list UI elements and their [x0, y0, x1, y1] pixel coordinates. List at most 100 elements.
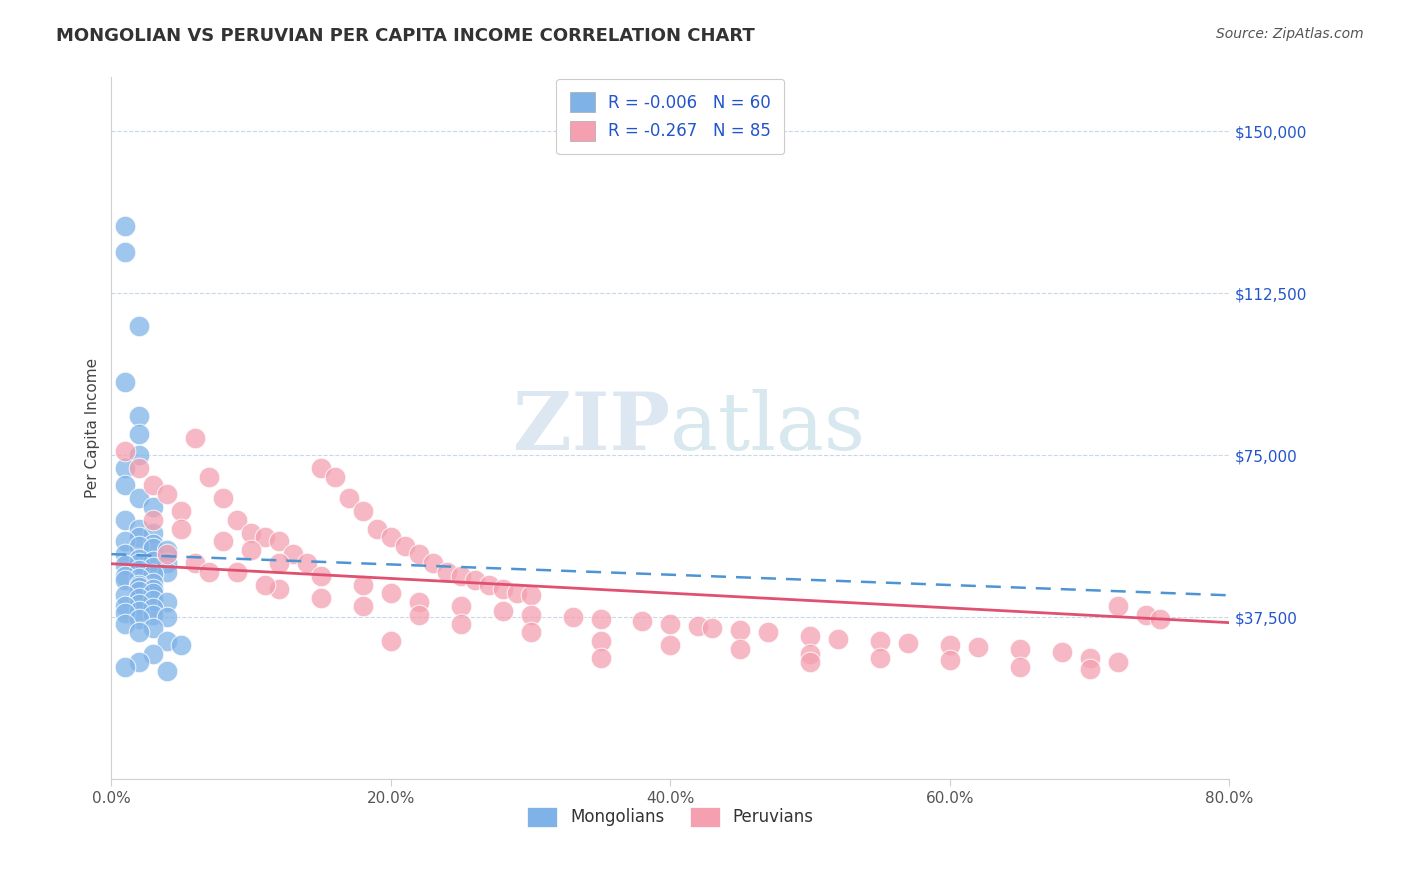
Point [142, 513, 165, 527]
Point [394, 539, 416, 553]
Point [114, 219, 136, 234]
Point [142, 560, 165, 574]
Point [254, 577, 277, 591]
Point [505, 586, 527, 600]
Point [589, 633, 612, 648]
Point [1078, 651, 1101, 665]
Point [295, 556, 318, 570]
Point [827, 632, 849, 646]
Point [198, 469, 221, 483]
Point [1078, 662, 1101, 676]
Text: atlas: atlas [671, 389, 866, 467]
Point [128, 530, 150, 544]
Point [939, 653, 962, 667]
Point [142, 500, 165, 514]
Point [1050, 644, 1073, 658]
Point [156, 664, 179, 678]
Point [142, 554, 165, 568]
Point [519, 589, 541, 603]
Point [1107, 599, 1129, 614]
Point [478, 577, 501, 591]
Point [966, 640, 988, 655]
Point [352, 577, 374, 591]
Point [492, 582, 515, 596]
Point [269, 582, 291, 596]
Point [939, 638, 962, 652]
Point [281, 548, 304, 562]
Point [114, 478, 136, 492]
Point [1135, 607, 1157, 622]
Point [114, 513, 136, 527]
Point [254, 530, 277, 544]
Point [450, 616, 472, 631]
Point [128, 448, 150, 462]
Point [1149, 612, 1171, 626]
Point [156, 548, 179, 562]
Text: MONGOLIAN VS PERUVIAN PER CAPITA INCOME CORRELATION CHART: MONGOLIAN VS PERUVIAN PER CAPITA INCOME … [56, 27, 755, 45]
Point [128, 612, 150, 626]
Point [450, 599, 472, 614]
Point [142, 592, 165, 607]
Point [114, 589, 136, 603]
Point [114, 245, 136, 260]
Point [380, 586, 402, 600]
Point [128, 318, 150, 333]
Text: ZIP: ZIP [513, 389, 671, 467]
Point [309, 591, 332, 605]
Point [184, 431, 207, 445]
Point [422, 556, 444, 570]
Point [114, 616, 136, 631]
Point [897, 636, 920, 650]
Point [561, 610, 583, 624]
Point [128, 571, 150, 585]
Point [269, 534, 291, 549]
Point [156, 556, 179, 570]
Point [128, 522, 150, 536]
Point [240, 525, 263, 540]
Legend: Mongolians, Peruvians: Mongolians, Peruvians [520, 800, 821, 834]
Point [114, 443, 136, 458]
Point [380, 633, 402, 648]
Point [869, 651, 891, 665]
Point [1107, 656, 1129, 670]
Point [352, 504, 374, 518]
Point [128, 426, 150, 441]
Point [688, 618, 710, 632]
Point [142, 621, 165, 635]
Point [170, 504, 193, 518]
Point [269, 556, 291, 570]
Point [492, 603, 515, 617]
Point [309, 569, 332, 583]
Point [142, 536, 165, 550]
Point [464, 574, 486, 588]
Point [114, 599, 136, 614]
Point [114, 558, 136, 573]
Point [799, 647, 821, 661]
Point [128, 461, 150, 475]
Point [337, 491, 360, 506]
Point [128, 580, 150, 594]
Y-axis label: Per Capita Income: Per Capita Income [86, 358, 100, 499]
Point [519, 607, 541, 622]
Point [128, 539, 150, 553]
Point [128, 409, 150, 424]
Point [128, 551, 150, 566]
Point [170, 522, 193, 536]
Point [240, 543, 263, 558]
Point [128, 556, 150, 570]
Point [323, 469, 346, 483]
Point [366, 522, 388, 536]
Point [128, 591, 150, 605]
Point [114, 659, 136, 673]
Point [408, 607, 430, 622]
Point [730, 642, 752, 657]
Point [128, 597, 150, 611]
Point [114, 569, 136, 583]
Point [114, 606, 136, 620]
Point [631, 615, 654, 629]
Point [128, 491, 150, 506]
Point [156, 543, 179, 558]
Point [702, 621, 724, 635]
Point [128, 625, 150, 640]
Point [380, 530, 402, 544]
